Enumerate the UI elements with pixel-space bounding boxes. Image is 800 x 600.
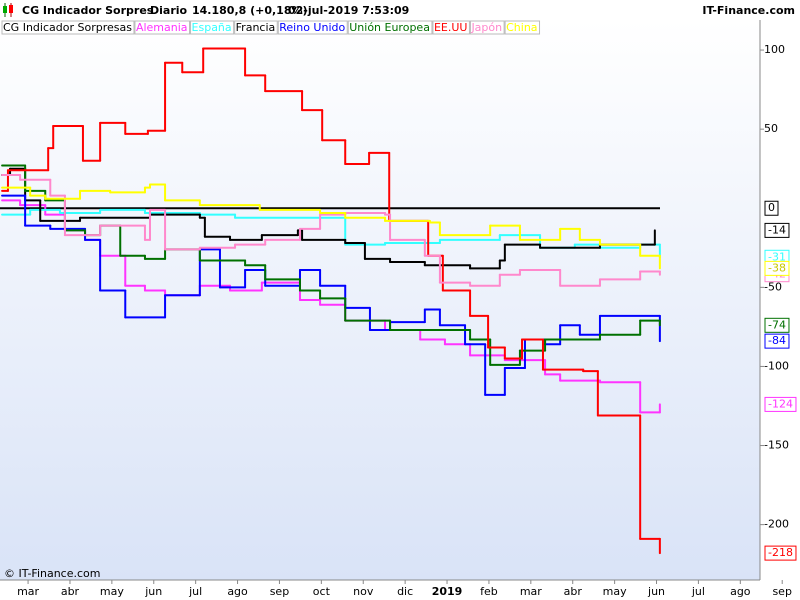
header-period: Diario (150, 4, 188, 17)
header-title: CG Indicador Sorpres (22, 4, 154, 17)
x-tick-label: may (603, 585, 627, 598)
end-value-label: -38 (768, 261, 786, 274)
x-tick-label: jul (691, 585, 705, 598)
y-tick-label: 100 (764, 43, 785, 56)
end-value-label: 0 (768, 201, 775, 214)
y-tick-label: 50 (764, 122, 778, 135)
x-tick-label: abr (61, 585, 80, 598)
x-tick-label: nov (353, 585, 374, 598)
legend-entry: Reino Unido (279, 21, 345, 34)
y-tick-label: -200 (764, 518, 789, 531)
end-value-box (764, 222, 790, 238)
y-tick-label: -100 (764, 359, 789, 372)
legend-entry: China (506, 21, 537, 34)
legend-entry-box (234, 20, 278, 35)
legend-entry-box (347, 20, 433, 35)
end-value-box (764, 545, 797, 561)
legend-entry-box (277, 20, 348, 35)
y-tick-label: -150 (764, 439, 789, 452)
x-tick-label: jun (647, 585, 665, 598)
end-value-label: -218 (768, 546, 793, 559)
x-tick-label: sep (270, 585, 289, 598)
end-value-label: -14 (768, 223, 786, 236)
header-brand: IT-Finance.com (702, 4, 795, 17)
legend-title: CG Indicador Sorpresas (3, 21, 132, 34)
x-tick-label: oct (313, 585, 331, 598)
end-value-label: -124 (768, 397, 793, 410)
legend-entry: España (192, 21, 232, 34)
header-datetime: 02-jul-2019 7:53:09 (288, 4, 409, 17)
legend-entry-box (432, 20, 470, 35)
x-tick-label: feb (480, 585, 498, 598)
legend-entry-box (134, 20, 191, 35)
x-tick-label: mar (520, 585, 542, 598)
x-tick-label: ago (227, 585, 248, 598)
header-price: 14.180,8 (+0,18%) (192, 4, 308, 17)
x-tick-label: mar (17, 585, 39, 598)
x-tick-label: 2019 (432, 585, 463, 598)
x-tick-label: abr (564, 585, 583, 598)
legend-entry-box (469, 20, 505, 35)
x-tick-label: ago (730, 585, 751, 598)
end-value-box (764, 396, 797, 412)
legend-entry-box (190, 20, 235, 35)
y-tick-label: -50 (764, 280, 782, 293)
legend: CG Indicador Sorpresas Alemania España Fran… (1, 20, 541, 35)
x-tick-label: may (100, 585, 124, 598)
end-value-box (764, 260, 790, 276)
legend-entry: Japón (470, 21, 502, 34)
logo-icon (3, 3, 13, 17)
series-line (1, 174, 661, 287)
x-tick-label: sep (772, 585, 791, 598)
footer: © IT-Finance.com (4, 567, 101, 580)
legend-entry: Francia (236, 21, 276, 34)
legend-entry: Alemania (136, 21, 188, 34)
x-tick-label: jun (144, 585, 162, 598)
legend-entry-box (504, 20, 541, 35)
header-bar (0, 0, 800, 20)
legend-entry: Unión Europea (349, 21, 430, 34)
legend-title-box (1, 20, 135, 35)
end-value-box (764, 317, 790, 333)
end-value-label: -74 (768, 318, 786, 331)
end-value-label: -84 (768, 334, 786, 347)
legend-entry: EE.UU (434, 21, 468, 34)
series-line (1, 183, 661, 270)
plot-area (0, 20, 760, 580)
x-tick-label: jul (188, 585, 202, 598)
end-value-label: -31 (768, 250, 786, 263)
end-value-box (764, 333, 790, 349)
x-tick-label: dic (397, 585, 413, 598)
end-value-box (764, 200, 779, 216)
